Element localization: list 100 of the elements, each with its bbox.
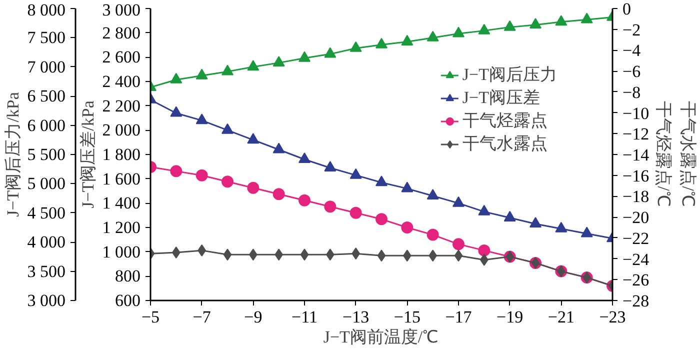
legend-label: 干气烃露点 bbox=[462, 110, 548, 132]
point bbox=[272, 142, 285, 154]
x-tick-label: −9 bbox=[244, 308, 262, 326]
y-tick-label: 2 800 bbox=[102, 23, 140, 42]
point bbox=[452, 238, 464, 250]
point bbox=[376, 176, 388, 186]
point bbox=[298, 152, 310, 164]
y3-axis-title: J−T阀后压力/kPa bbox=[3, 92, 22, 217]
point bbox=[580, 226, 593, 238]
point bbox=[426, 228, 439, 241]
point bbox=[350, 168, 362, 179]
y2-tick-label: −12 bbox=[622, 124, 650, 144]
y2-tick-label: −26 bbox=[622, 270, 650, 290]
point bbox=[376, 213, 388, 226]
y2-axis-title: 干气烃露点/℃ bbox=[654, 101, 674, 207]
point bbox=[478, 204, 490, 216]
y2-tick-label: −2 bbox=[622, 20, 641, 40]
point bbox=[300, 248, 309, 261]
y3-tick-label: 3 000 bbox=[27, 291, 66, 310]
y-tick-label: 800 bbox=[115, 266, 140, 286]
point bbox=[530, 217, 542, 228]
y3-tick-label: 4 500 bbox=[27, 203, 66, 222]
point bbox=[555, 15, 568, 26]
point bbox=[350, 41, 362, 52]
y2-tick-label: −20 bbox=[622, 208, 650, 228]
y-tick-label: 600 bbox=[115, 291, 140, 310]
point bbox=[504, 210, 516, 222]
x-tick-label: −15 bbox=[394, 308, 420, 326]
point bbox=[247, 60, 260, 71]
point bbox=[350, 206, 362, 219]
point bbox=[223, 248, 232, 261]
y2-tick-label: −18 bbox=[622, 187, 650, 206]
y3-tick-label: 5 000 bbox=[27, 174, 66, 194]
point bbox=[478, 244, 490, 256]
point bbox=[401, 222, 414, 234]
point bbox=[196, 114, 208, 124]
point bbox=[196, 68, 208, 80]
x-tick-label: −11 bbox=[292, 308, 318, 326]
point bbox=[401, 34, 414, 46]
point bbox=[222, 123, 234, 134]
y3-tick-label: 7 000 bbox=[27, 57, 66, 76]
y2-tick-label: 0 bbox=[622, 0, 631, 18]
y-tick-label: 1 400 bbox=[102, 194, 140, 213]
y-tick-label: 2 600 bbox=[102, 48, 140, 67]
point bbox=[170, 72, 182, 84]
point bbox=[530, 18, 542, 29]
y2-tick-label: −28 bbox=[622, 292, 650, 310]
point bbox=[376, 38, 388, 48]
point bbox=[196, 169, 208, 182]
x-tick-label: −23 bbox=[599, 308, 626, 326]
y-tick-label: 1 800 bbox=[102, 145, 140, 164]
point bbox=[324, 161, 336, 172]
y2-tick-label: −10 bbox=[622, 104, 650, 123]
y3-tick-label: 8 000 bbox=[27, 0, 66, 20]
y-tick-label: 2 200 bbox=[102, 96, 140, 116]
point bbox=[222, 176, 234, 188]
y3-tick-label: 6 500 bbox=[27, 86, 66, 106]
y2-tick-label: −22 bbox=[622, 228, 650, 248]
y-tick-label: 1 200 bbox=[102, 218, 140, 237]
point bbox=[452, 26, 464, 38]
point bbox=[377, 250, 386, 262]
y2-tick-label: −4 bbox=[622, 41, 642, 60]
x-tick-label: −21 bbox=[548, 308, 574, 326]
y-tick-label: 1 000 bbox=[102, 242, 140, 262]
y2-tick-label: −24 bbox=[622, 250, 650, 269]
y-axis-title: J−T阀压差/kPa bbox=[78, 100, 98, 208]
point bbox=[272, 56, 285, 66]
x-tick-label: −13 bbox=[342, 308, 370, 326]
point bbox=[222, 64, 234, 76]
legend-label: J−T阀后压力 bbox=[462, 64, 557, 86]
y2-tick-label: −6 bbox=[622, 62, 641, 82]
point bbox=[247, 133, 260, 144]
point bbox=[580, 12, 593, 24]
text: 干气水露点/℃ bbox=[678, 101, 698, 207]
y-tick-label: 2 000 bbox=[102, 120, 140, 140]
y2-tick-label: −16 bbox=[622, 166, 650, 186]
point bbox=[504, 20, 516, 31]
y-tick-label: 2 400 bbox=[102, 72, 140, 91]
point bbox=[170, 106, 182, 117]
point bbox=[426, 30, 439, 42]
point bbox=[324, 47, 336, 58]
point bbox=[478, 24, 490, 34]
y3-tick-label: 6 000 bbox=[27, 116, 66, 135]
point bbox=[247, 182, 260, 194]
point bbox=[401, 182, 414, 192]
x-axis-title: J−T阀前温度/℃ bbox=[323, 328, 439, 346]
y2-tick-label: −14 bbox=[622, 146, 650, 164]
point bbox=[426, 189, 439, 200]
point bbox=[452, 196, 464, 207]
point bbox=[454, 250, 463, 262]
legend-label: 干气水露点 bbox=[462, 133, 548, 155]
x-tick-label: −7 bbox=[192, 308, 212, 326]
y3-tick-label: 5 500 bbox=[27, 145, 66, 164]
x-tick-label: −19 bbox=[496, 308, 524, 326]
y-tick-label: 3 000 bbox=[102, 0, 140, 20]
x-tick-label: −5 bbox=[141, 308, 160, 326]
point bbox=[170, 165, 182, 178]
y3-tick-label: 7 500 bbox=[27, 28, 66, 48]
point bbox=[298, 194, 310, 206]
point bbox=[555, 222, 568, 232]
